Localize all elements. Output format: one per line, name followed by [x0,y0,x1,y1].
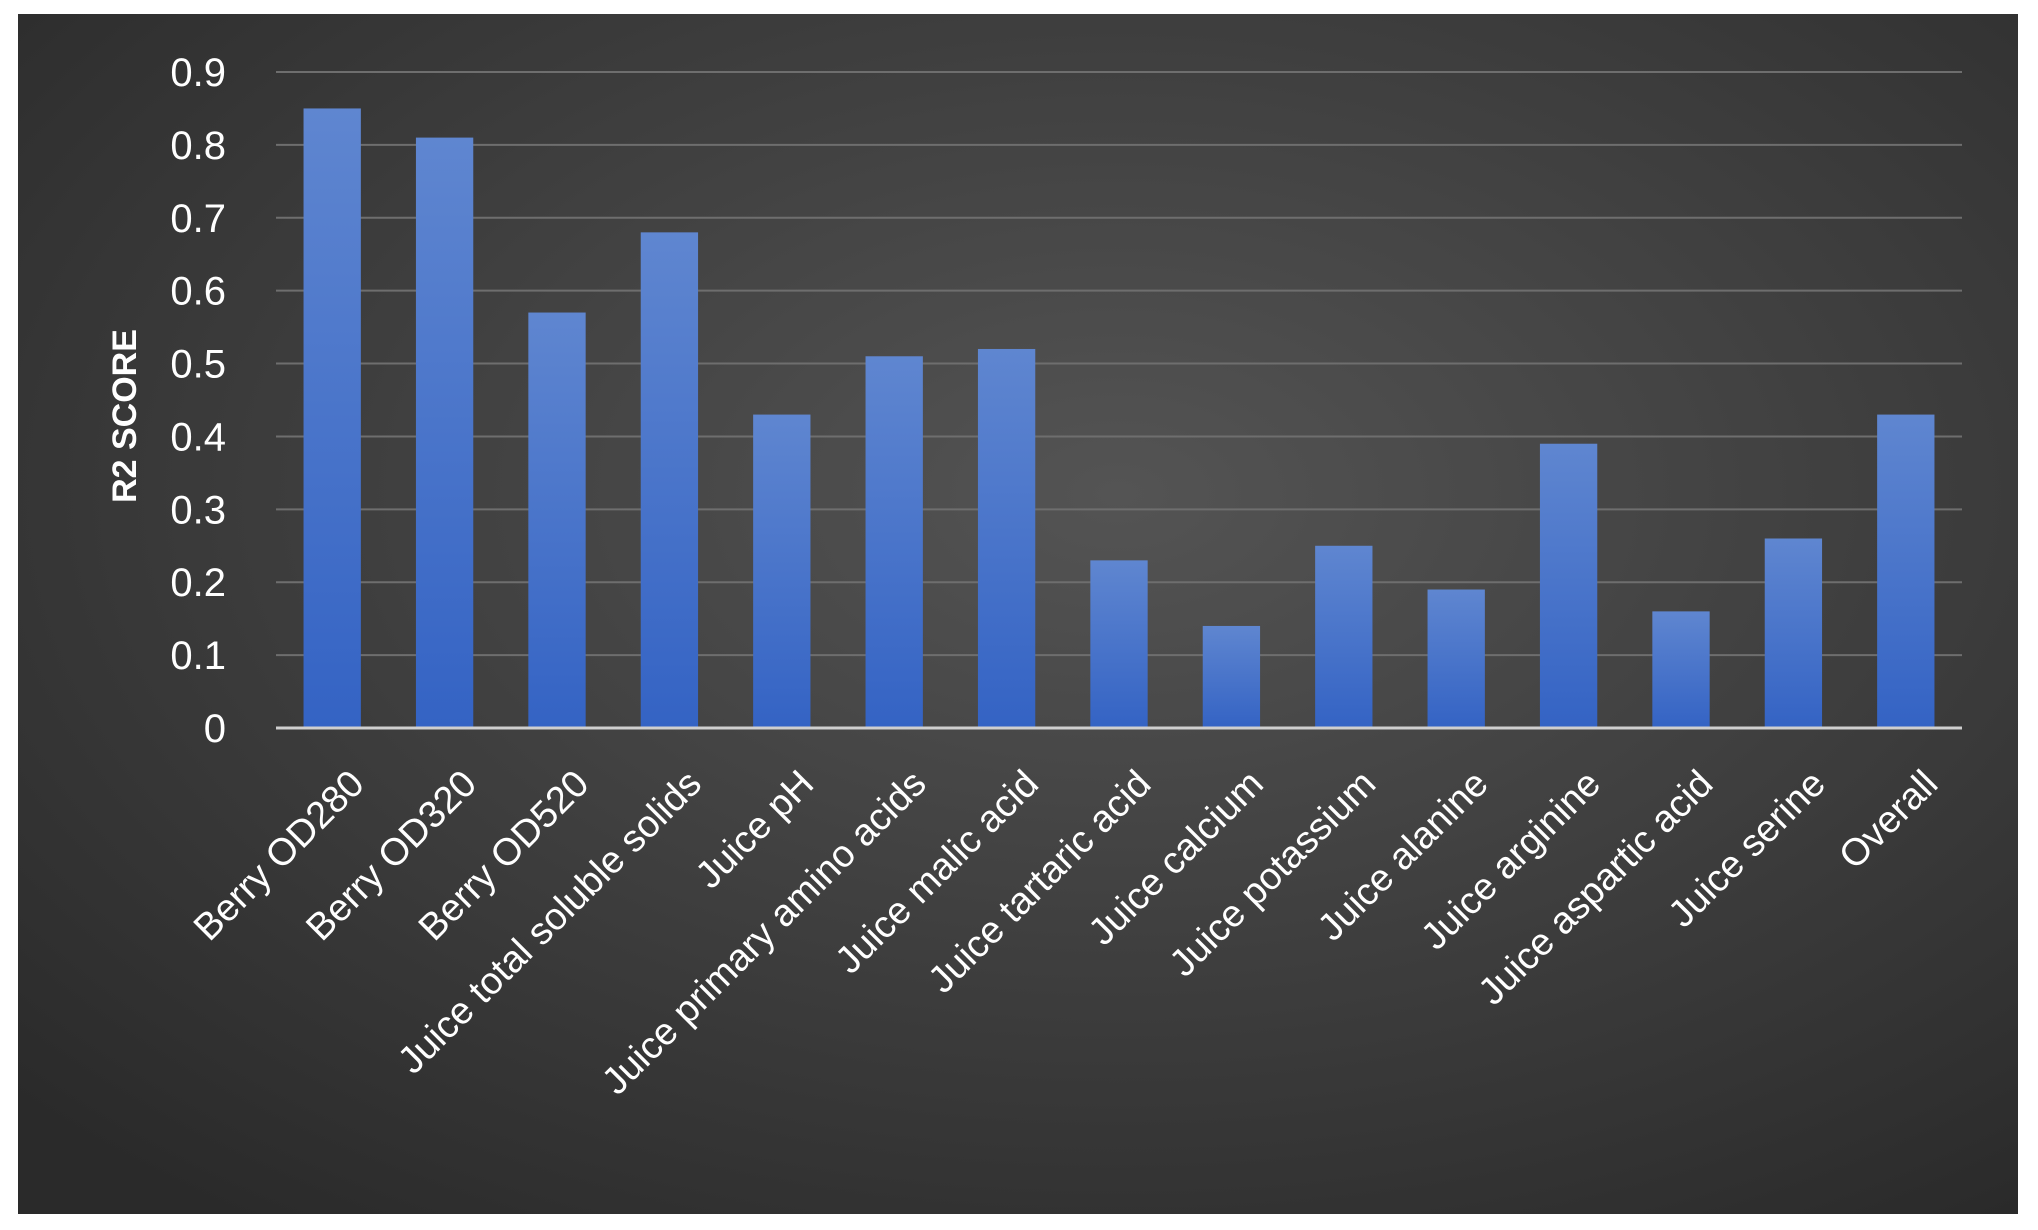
y-tick-label: 0.2 [170,561,226,605]
y-tick-labels: 0 0.1 0.2 0.3 0.4 0.5 0.6 0.7 0.8 0.9 [170,51,226,751]
y-tick-label: 0.9 [170,51,226,95]
bar [1202,625,1261,728]
chart-panel: 0 0.1 0.2 0.3 0.4 0.5 0.6 0.7 0.8 0.9 Berry OD280… [18,14,2018,1214]
bar [640,232,699,728]
y-tick-label: 0.8 [170,124,226,168]
y-tick-label: 0.4 [170,415,226,459]
bars [303,108,1935,729]
bar [1090,560,1148,728]
y-tick-label: 0.5 [170,343,226,387]
bar [528,312,586,728]
bar [1764,538,1823,728]
y-tick-label: 0.1 [170,634,226,678]
y-tick-label: 0.7 [170,197,226,241]
y-tick-label: 0 [204,707,226,751]
bar [415,137,474,729]
bar [1427,589,1485,728]
bar-chart: 00.10.20.30.40.50.60.70.80.9 Berry OD280… [18,14,2018,1214]
bar [1315,545,1373,728]
bar [1877,414,1935,728]
bar [1652,611,1710,728]
bar [303,108,361,728]
y-axis-title: R2 SCORE [106,329,144,503]
bar [977,348,1036,728]
y-tick-label: 0.3 [170,488,226,532]
bar [865,356,923,728]
y-tick-label: 0.6 [170,270,226,314]
bar [753,414,811,728]
bar [1539,443,1598,728]
